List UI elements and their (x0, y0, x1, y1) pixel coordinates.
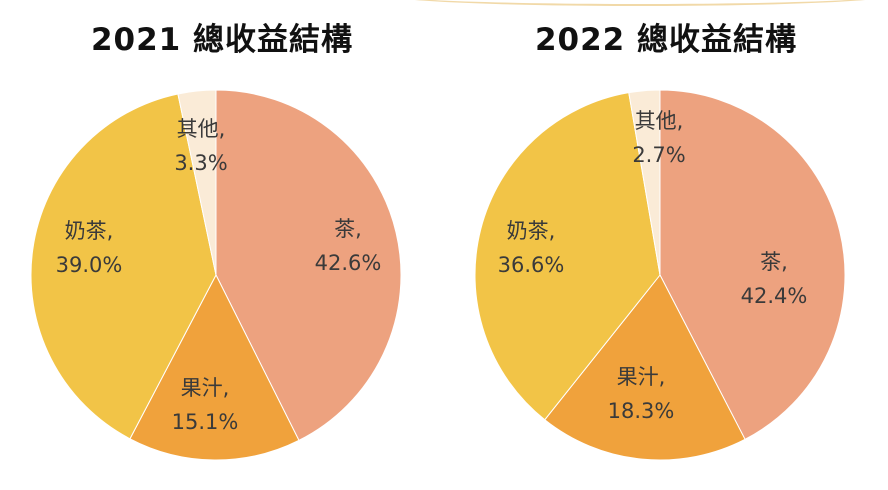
slice-label-tea: 茶, 42.6% (308, 212, 388, 280)
pie-slice-other (628, 89, 661, 276)
slice-value: 36.6% (497, 253, 565, 277)
pie-slice-tea (659, 89, 846, 440)
slice-value: 39.0% (55, 253, 123, 277)
slice-label-milk-tea: 奶茶, 39.0% (44, 214, 134, 282)
chart-title: 2021 總收益結構 (90, 22, 354, 58)
pie-chart-2021: 2021 總收益結構 茶, 42.6% 果汁, 15.1% 奶茶, 39.0% … (30, 22, 402, 461)
slice-label-other: 其他, 2.7% (616, 104, 702, 172)
slice-value: 3.3% (174, 151, 228, 175)
pie-slice-juice (544, 274, 746, 461)
slice-value: 18.3% (607, 399, 675, 423)
slice-label-other: 其他, 3.3% (158, 112, 244, 180)
pie-svg (474, 89, 846, 461)
slice-value: 42.6% (314, 251, 382, 275)
decorative-top-line (380, 0, 888, 6)
pie-slice-other (177, 89, 217, 276)
slice-name: 茶, (760, 250, 788, 274)
slice-value: 42.4% (740, 284, 808, 308)
slice-label-milk-tea: 奶茶, 36.6% (486, 214, 576, 282)
chart-title: 2022 總收益結構 (534, 22, 798, 58)
slice-value: 2.7% (632, 143, 686, 167)
slice-name: 其他, (176, 117, 226, 141)
pie-chart-2022: 2022 總收益結構 茶, 42.4% 果汁, 18.3% 奶茶, 36.6% … (444, 0, 888, 490)
slice-value: 15.1% (171, 410, 239, 434)
slice-name: 其他, (634, 109, 684, 133)
slice-name: 奶茶, (64, 219, 114, 243)
slice-name: 果汁, (616, 365, 666, 389)
pie-slice-tea (215, 89, 402, 442)
pie-slice-juice (129, 273, 300, 461)
pie-slice-milk-tea (474, 92, 661, 421)
slice-label-tea: 茶, 42.4% (734, 245, 814, 313)
pie-slice-milk-tea (30, 93, 217, 440)
slice-name: 奶茶, (506, 219, 556, 243)
pie-svg (30, 89, 402, 461)
slice-name: 果汁, (180, 376, 230, 400)
slice-label-juice: 果汁, 18.3% (596, 360, 686, 428)
slice-name: 茶, (334, 217, 362, 241)
slice-label-juice: 果汁, 15.1% (160, 371, 250, 439)
